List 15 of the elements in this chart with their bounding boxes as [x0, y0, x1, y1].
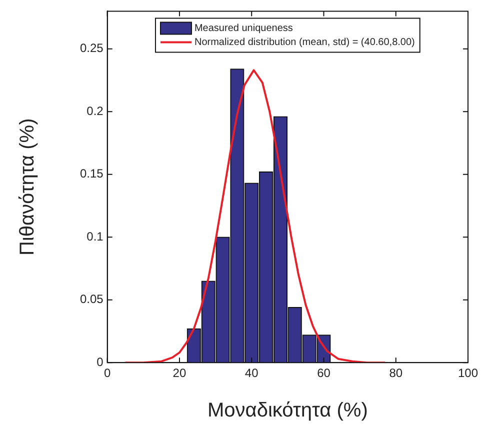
legend-label: Measured uniqueness — [194, 22, 293, 34]
y-tick-label: 0.25 — [80, 41, 104, 56]
x-tick-label: 100 — [458, 366, 478, 380]
x-tick-label: 20 — [172, 366, 186, 380]
x-tick-label: 60 — [317, 366, 331, 380]
y-axis-title: Πιθανότητα (%) — [16, 118, 39, 256]
y-tick-label: 0.1 — [86, 229, 104, 244]
y-tick-label: 0.05 — [80, 292, 104, 306]
x-tick-label: 40 — [244, 366, 259, 380]
y-tick-label: 0.15 — [80, 166, 104, 181]
y-tick-label: 0 — [96, 354, 104, 369]
y-tick-label: 0.2 — [86, 104, 104, 118]
x-axis-title: Μοναδικότητα (%) — [207, 400, 368, 422]
legend-label: Normalized distribution (mean, std) = (40.60,8.00) — [194, 36, 415, 48]
x-tick-label: 80 — [389, 366, 403, 380]
